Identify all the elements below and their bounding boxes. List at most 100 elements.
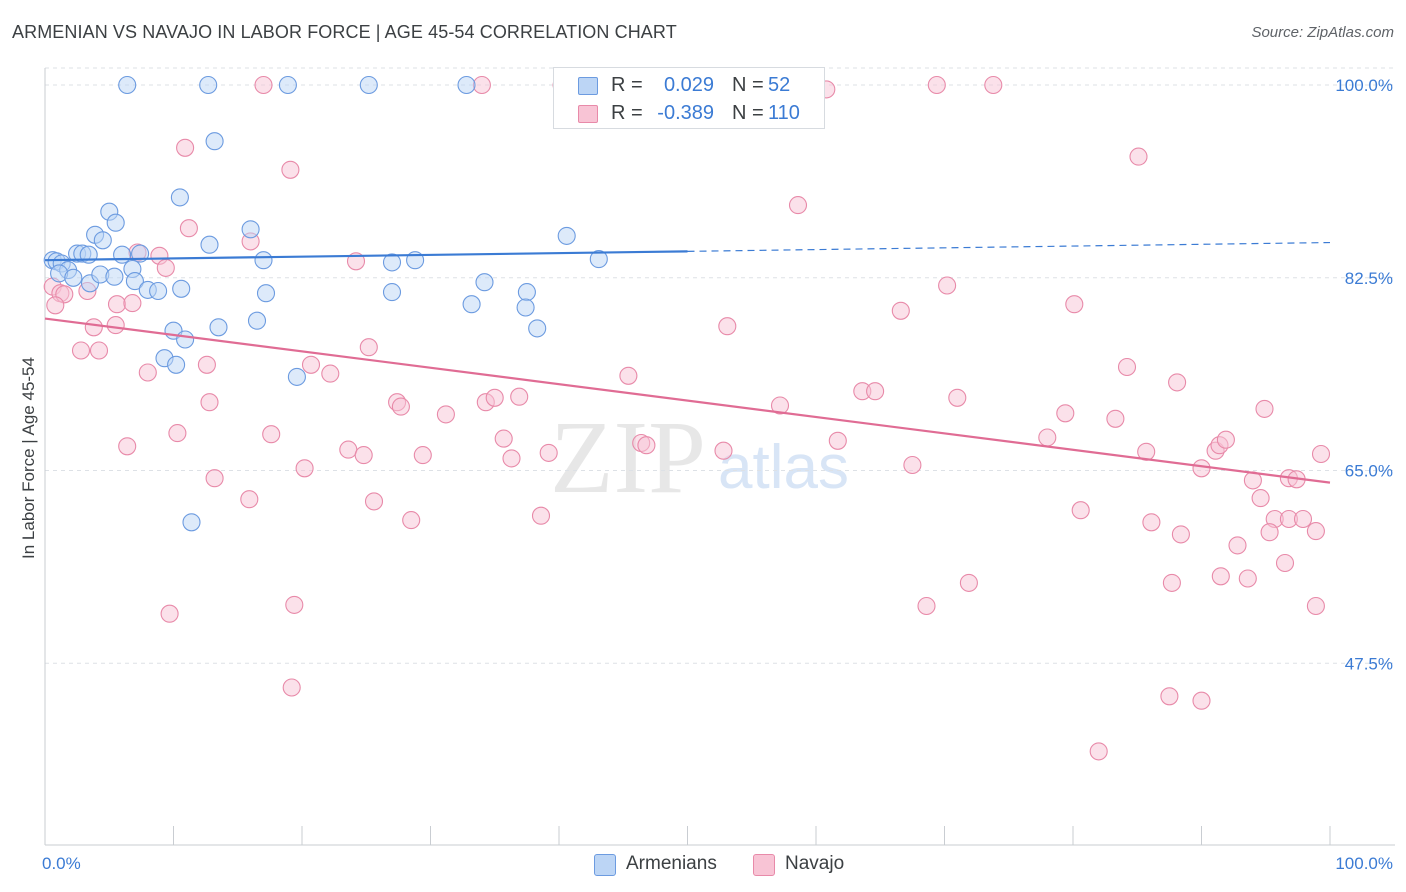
legend-n-value: 110 <box>768 102 800 124</box>
navajo-point <box>197 355 216 374</box>
navajo-point <box>891 301 910 320</box>
navajo-point <box>1275 553 1295 573</box>
navajo-point <box>494 429 513 448</box>
armenians-point <box>105 267 124 286</box>
navajo-point <box>168 424 187 443</box>
armenians-trend-extension <box>687 241 1331 252</box>
armenians-point <box>118 75 137 95</box>
armenians-trend-line <box>44 250 688 262</box>
armenians-point <box>93 231 112 250</box>
navajo-point <box>391 397 410 416</box>
navajo-point <box>1137 442 1156 461</box>
navajo-point <box>359 338 378 357</box>
series-armenians <box>43 75 608 532</box>
armenians-point <box>176 330 195 349</box>
legend-n-value: 52 <box>768 74 791 96</box>
armenians-swatch <box>594 854 616 876</box>
navajo-label: Navajo <box>785 853 845 874</box>
navajo-point <box>1306 596 1325 616</box>
navajo-point <box>436 405 455 424</box>
navajo-point <box>770 396 790 415</box>
navajo-point <box>1106 409 1125 428</box>
navajo-point <box>46 296 65 315</box>
trend-lines <box>44 241 1331 484</box>
legend-n-label: N = <box>732 74 764 96</box>
armenians-point <box>254 251 273 270</box>
navajo-point <box>1162 573 1181 592</box>
navajo-point <box>354 446 373 465</box>
navajo-point <box>1255 399 1274 418</box>
legend-row-navajo: R = -0.389 N = 110 <box>554 99 826 127</box>
navajo-point <box>1260 523 1279 542</box>
gridlines <box>45 67 1395 664</box>
armenians-point <box>209 318 228 337</box>
navajo-point <box>619 366 638 385</box>
legend-n-label: N = <box>732 102 764 124</box>
armenians-point <box>256 284 276 303</box>
y-tick-label: 100.0% <box>1335 76 1393 95</box>
navajo-trend-line <box>44 317 1331 484</box>
navajo-point <box>262 425 281 444</box>
legend-swatch-armenians <box>578 77 598 95</box>
navajo-point <box>485 388 504 407</box>
navajo-point <box>402 511 421 530</box>
armenians-point <box>182 513 201 532</box>
navajo-point <box>281 160 300 179</box>
navajo-point <box>1160 687 1179 706</box>
navajo-point <box>1293 509 1313 529</box>
navajo-point <box>364 492 384 511</box>
y-axis-label: In Labor Force | Age 45-54 <box>19 357 38 559</box>
navajo-point <box>1192 459 1211 478</box>
legend-row-armenians: R = 0.029 N = 52 <box>554 71 826 99</box>
navajo-point <box>1056 404 1075 423</box>
armenians-point <box>359 75 378 95</box>
navajo-point <box>1311 444 1331 464</box>
armenians-point <box>172 279 191 298</box>
navajo-point <box>510 387 529 406</box>
y-tick-label: 47.5% <box>1345 654 1393 673</box>
armenians-point <box>200 235 219 254</box>
navajo-point <box>413 446 432 465</box>
armenians-point <box>528 319 547 338</box>
armenians-point <box>516 298 535 317</box>
navajo-point <box>1211 567 1230 586</box>
correlation-legend: R = 0.029 N = 52 R = -0.389 N = 110 <box>553 67 825 129</box>
navajo-point <box>866 382 885 401</box>
navajo-point <box>89 341 109 360</box>
navajo-point <box>1117 357 1137 377</box>
navajo-point <box>200 393 219 412</box>
navajo-point <box>788 196 808 215</box>
navajo-point <box>927 75 946 95</box>
navajo-point <box>107 295 127 314</box>
navajo-point <box>1129 147 1148 166</box>
armenians-point <box>106 213 125 232</box>
watermark-zip: ZIP <box>550 400 706 510</box>
legend-r-label: R = <box>611 102 643 124</box>
navajo-point <box>1238 569 1257 588</box>
navajo-point <box>1142 513 1161 532</box>
armenians-point <box>64 268 83 287</box>
watermark-atlas: atlas <box>718 433 849 502</box>
armenians-point <box>589 250 608 269</box>
armenians-point <box>382 253 402 272</box>
navajo-point <box>1192 691 1211 710</box>
navajo-swatch <box>753 854 775 876</box>
navajo-point <box>1089 742 1108 761</box>
navajo-point <box>1171 525 1190 544</box>
navajo-point <box>1038 428 1057 447</box>
x-tick-label: 100.0% <box>1335 854 1393 873</box>
navajo-point <box>138 363 157 382</box>
chart-title: ARMENIAN VS NAVAJO IN LABOR FORCE | AGE … <box>12 22 677 42</box>
navajo-point <box>718 317 737 336</box>
navajo-point <box>472 75 491 95</box>
navajo-point <box>282 678 301 697</box>
navajo-point <box>123 294 142 313</box>
navajo-point <box>176 138 195 157</box>
armenians-point <box>462 295 481 314</box>
navajo-point <box>1228 536 1247 555</box>
axes <box>44 68 1395 846</box>
legend-r-value: -0.389 <box>657 102 714 124</box>
navajo-point <box>948 388 967 407</box>
armenians-point <box>149 281 168 301</box>
navajo-point <box>531 506 551 525</box>
